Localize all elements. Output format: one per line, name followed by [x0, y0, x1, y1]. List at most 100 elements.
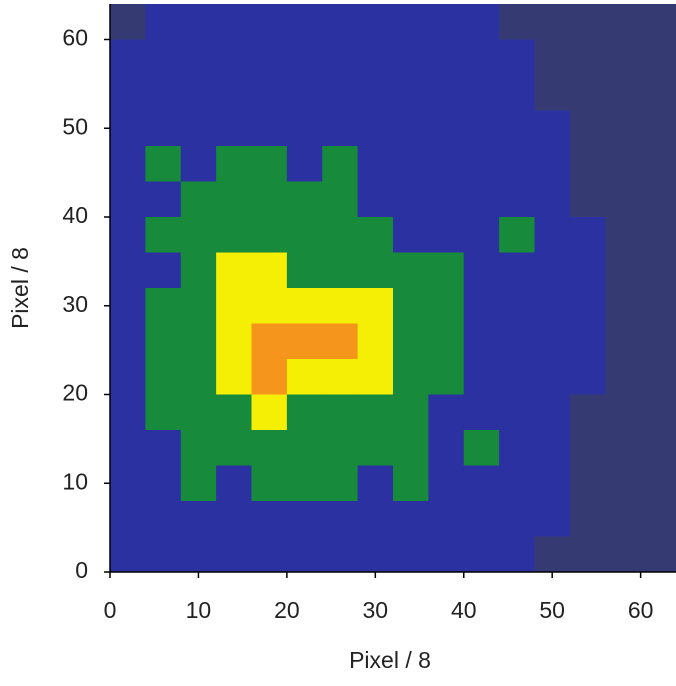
contour-cell: [180, 146, 217, 182]
contour-cell: [216, 465, 252, 502]
contour-cell: [463, 39, 500, 76]
contour-cell: [569, 359, 606, 395]
contour-cell: [393, 252, 429, 289]
contour-cell: [428, 323, 465, 360]
contour-cell: [499, 501, 535, 537]
contour-cell: [216, 501, 252, 537]
contour-cell: [569, 430, 606, 466]
y-tick-label: 0: [75, 557, 88, 583]
contour-cell: [569, 217, 606, 253]
contour-cell: [180, 252, 217, 289]
contour-cell: [251, 536, 288, 573]
contour-cell: [286, 146, 323, 182]
x-tick-label: 40: [451, 597, 477, 623]
contour-cell: [640, 252, 676, 289]
contour-cell: [180, 217, 217, 253]
contour-cell: [605, 217, 642, 253]
contour-cell: [569, 288, 606, 324]
contour-cell: [357, 288, 394, 324]
contour-cell: [393, 39, 429, 76]
contour-cell: [216, 110, 252, 147]
contour-cell: [145, 288, 182, 324]
contour-cell: [393, 217, 429, 253]
contour-cell: [286, 430, 323, 466]
contour-cell: [357, 323, 394, 360]
contour-cell: [286, 536, 323, 573]
contour-cell: [251, 252, 288, 289]
contour-cell: [640, 75, 676, 111]
contour-cell: [286, 75, 323, 111]
contour-cell: [640, 110, 676, 147]
contour-cell: [534, 359, 571, 395]
y-tick-label: 20: [62, 380, 88, 406]
contour-cell: [357, 252, 394, 289]
contour-cell: [145, 323, 182, 360]
contour-cell: [286, 288, 323, 324]
contour-cell: [569, 110, 606, 147]
contour-cell: [216, 430, 252, 466]
x-tick-label: 60: [628, 597, 654, 623]
contour-cell: [145, 181, 182, 218]
contour-cell: [463, 252, 500, 289]
contour-cell: [216, 217, 252, 253]
contour-cell: [463, 288, 500, 324]
contour-cell: [357, 536, 394, 573]
contour-cell: [569, 323, 606, 360]
contour-cell: [322, 394, 359, 431]
contour-cell: [322, 110, 359, 147]
contour-cell: [605, 430, 642, 466]
contour-cell: [110, 252, 146, 289]
x-tick-label: 10: [186, 597, 212, 623]
contour-cell: [216, 4, 252, 40]
contour-cell: [428, 146, 465, 182]
contour-cell: [393, 536, 429, 573]
contour-cell: [534, 323, 571, 360]
contour-cell: [605, 288, 642, 324]
contour-cell: [640, 323, 676, 360]
contour-cell: [463, 501, 500, 537]
contour-cell: [286, 181, 323, 218]
contour-cell: [640, 359, 676, 395]
contour-cell: [605, 252, 642, 289]
contour-cell: [393, 110, 429, 147]
contour-cell: [110, 39, 146, 76]
contour-cell: [605, 465, 642, 502]
contour-cell: [145, 359, 182, 395]
contour-cell: [180, 181, 217, 218]
contour-cell: [216, 75, 252, 111]
contour-cell: [605, 536, 642, 573]
contour-cell: [145, 217, 182, 253]
contour-cell: [145, 430, 182, 466]
contour-cell: [463, 359, 500, 395]
contour-cell: [110, 501, 146, 537]
contour-cell: [110, 394, 146, 431]
contour-cell: [110, 359, 146, 395]
contour-cell: [605, 110, 642, 147]
contour-cell: [393, 501, 429, 537]
contour-cell: [428, 359, 465, 395]
contour-cell: [322, 4, 359, 40]
contour-cell: [534, 75, 571, 111]
contour-cell: [640, 217, 676, 253]
contour-cell: [534, 181, 571, 218]
contour-cell: [145, 465, 182, 502]
contour-cell: [428, 217, 465, 253]
contour-cell: [534, 39, 571, 76]
contour-cell: [322, 501, 359, 537]
contour-cell: [569, 501, 606, 537]
contour-cell: [110, 465, 146, 502]
contour-cell: [534, 252, 571, 289]
contour-cell: [499, 146, 535, 182]
contour-cell: [640, 501, 676, 537]
contour-cell: [286, 359, 323, 395]
contour-cell: [357, 430, 394, 466]
contour-cell: [569, 4, 606, 40]
contour-cell: [180, 75, 217, 111]
contour-cell: [428, 181, 465, 218]
contour-cell: [180, 394, 217, 431]
contour-cell: [393, 359, 429, 395]
contour-cell: [393, 4, 429, 40]
y-tick-label: 50: [62, 113, 88, 139]
contour-cell: [180, 359, 217, 395]
